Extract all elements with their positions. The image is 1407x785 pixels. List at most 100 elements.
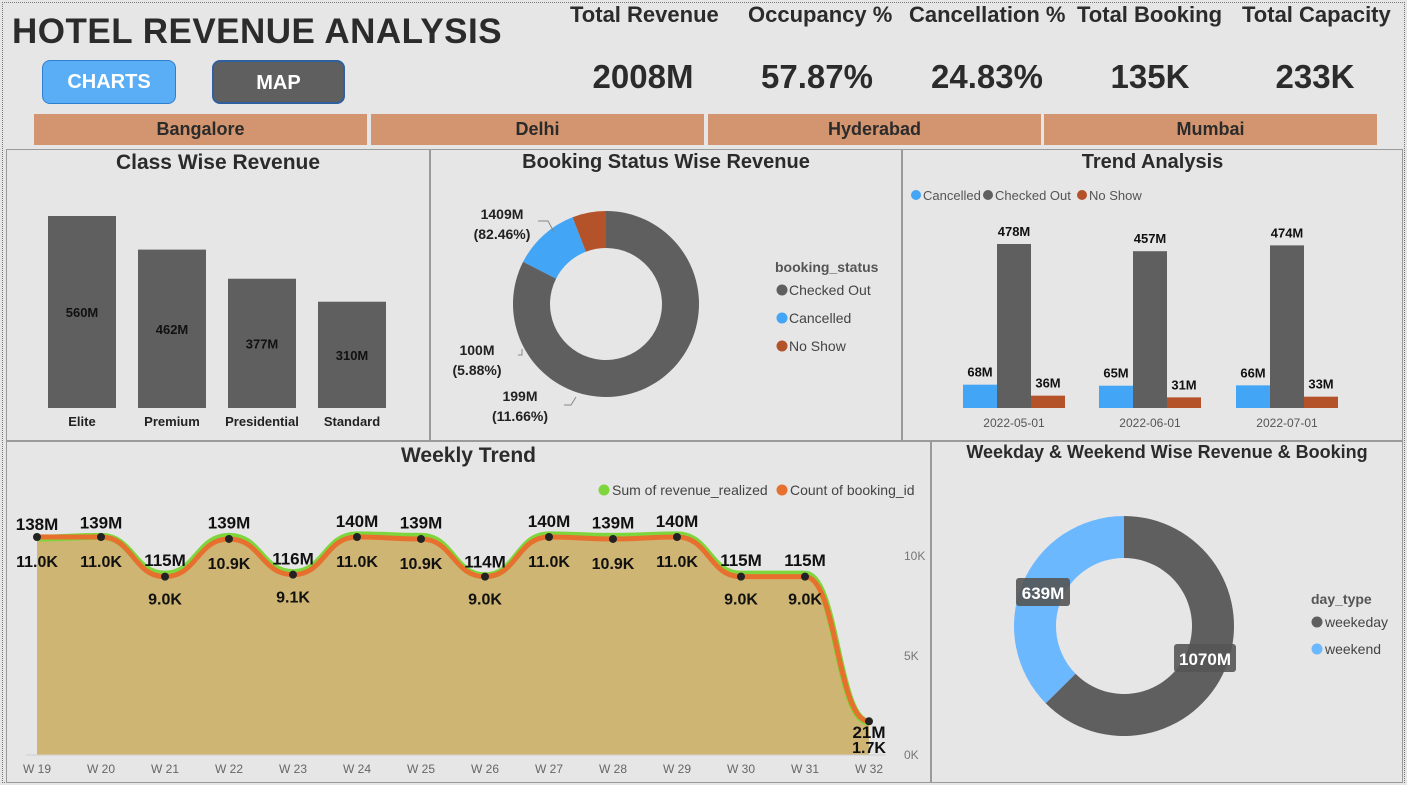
status-slice-label-0: 1409M bbox=[481, 206, 524, 222]
weekly-revenue-label-1: 139M bbox=[80, 513, 123, 532]
booking-status-panel bbox=[430, 149, 902, 441]
class-bar-value-2: 377M bbox=[246, 336, 279, 351]
status-slice-1 bbox=[523, 217, 586, 279]
city-filter-bangalore[interactable]: Bangalore bbox=[34, 114, 367, 145]
trend-bar-label-0-1: 478M bbox=[998, 224, 1031, 239]
kpi-occupancy-label: Occupancy % bbox=[748, 2, 893, 27]
kpi-total-booking-label: Total Booking bbox=[1077, 2, 1223, 27]
class-wise-revenue-title: Class Wise Revenue bbox=[115, 151, 321, 174]
weekly-revenue-label-3: 139M bbox=[208, 513, 251, 532]
city-filter-hyderabad[interactable]: Hyderabad bbox=[708, 114, 1041, 145]
weekly-booking-label-6: 10.9K bbox=[400, 556, 443, 573]
weekly-booking-label-8: 11.0K bbox=[528, 554, 570, 571]
weekly-x-tick-10: W 29 bbox=[663, 762, 691, 776]
status-slice-0 bbox=[513, 211, 699, 397]
weekly-revenue-label-13: 21M bbox=[852, 723, 885, 742]
trend-bar-2-2 bbox=[1304, 396, 1338, 408]
kpi-occupancy-value: 57.87% bbox=[761, 58, 873, 95]
class-bar-value-0: 560M bbox=[66, 305, 99, 320]
kpi-cancellation-value: 24.83% bbox=[931, 58, 1043, 95]
class-wise-revenue-panel bbox=[6, 149, 430, 441]
trend-bar-1-2 bbox=[1167, 397, 1201, 408]
day-slice-label-1: 639M bbox=[1022, 584, 1065, 603]
kpi-total-revenue-value: 2008M bbox=[592, 58, 694, 95]
weekly-y2-tick-1: 5K bbox=[904, 649, 919, 663]
trend-bar-2-0 bbox=[1236, 385, 1270, 408]
trend-legend-dot-0 bbox=[911, 190, 921, 200]
weekly-x-tick-7: W 26 bbox=[471, 762, 499, 776]
booking-status-chart: 1409M (82.46%) 199M (11.66%) 100M (5.88%) book… bbox=[452, 206, 878, 424]
weekly-booking-label-7: 9.0K bbox=[468, 592, 502, 609]
status-legend-label-0: Checked Out bbox=[789, 282, 871, 298]
weekly-trend-panel bbox=[6, 441, 931, 783]
weekly-booking-point-2 bbox=[161, 572, 169, 581]
weekly-x-tick-0: W 19 bbox=[23, 762, 51, 776]
weekday-weekend-title: Weekday & Weekend Wise Revenue & Booking bbox=[966, 442, 1368, 462]
day-slice-label-box-1 bbox=[1016, 578, 1070, 606]
day-legend-label-0: weekeday bbox=[1324, 614, 1388, 630]
weekly-booking-point-10 bbox=[673, 533, 681, 541]
kpi-total-revenue-label: Total Revenue bbox=[570, 2, 719, 27]
weekly-x-tick-8: W 27 bbox=[535, 762, 563, 776]
weekly-booking-label-2: 9.0K bbox=[148, 592, 182, 609]
weekly-booking-label-3: 10.9K bbox=[208, 556, 251, 573]
weekly-legend-dot-0 bbox=[598, 484, 610, 496]
status-leader-cancelled bbox=[564, 396, 577, 406]
weekly-booking-label-5: 11.0K bbox=[336, 554, 378, 571]
weekly-revenue-label-7: 114M bbox=[464, 553, 506, 572]
weekly-booking-label-0: 11.0K bbox=[16, 554, 58, 571]
weekly-x-tick-11: W 30 bbox=[727, 762, 755, 776]
trend-category-0: 2022-05-01 bbox=[983, 416, 1045, 430]
class-bar-2 bbox=[228, 278, 296, 408]
trend-bar-0-1 bbox=[997, 244, 1031, 408]
weekly-booking-point-5 bbox=[353, 533, 361, 541]
kpi-cancellation-label: Cancellation % bbox=[909, 2, 1066, 27]
trend-legend-dot-1 bbox=[983, 190, 993, 200]
city-filter-delhi[interactable]: Delhi bbox=[371, 114, 704, 145]
weekly-revenue-label-8: 140M bbox=[528, 512, 571, 531]
trend-analysis-chart: Cancelled Checked Out No Show 68M 478M 36M 202… bbox=[911, 188, 1338, 430]
weekly-revenue-label-4: 116M bbox=[272, 550, 314, 569]
weekly-revenue-label-9: 139M bbox=[592, 513, 635, 532]
weekly-x-tick-1: W 20 bbox=[87, 762, 115, 776]
status-legend-dot-2 bbox=[776, 340, 788, 352]
page-title: HOTEL REVENUE ANALYSIS bbox=[12, 12, 503, 51]
trend-bar-label-0-2: 36M bbox=[1035, 376, 1060, 391]
weekly-revenue-label-0: 138M bbox=[16, 515, 59, 534]
weekly-legend-label-1: Count of booking_id bbox=[790, 482, 915, 498]
weekly-revenue-label-6: 139M bbox=[400, 513, 443, 532]
kpi-total-booking-value: 135K bbox=[1110, 58, 1190, 95]
trend-bar-label-0-0: 68M bbox=[967, 365, 992, 380]
trend-legend-label-0: Cancelled bbox=[923, 188, 981, 203]
weekly-booking-label-9: 10.9K bbox=[592, 556, 635, 573]
charts-button[interactable]: CHARTS bbox=[42, 60, 176, 104]
city-filter-mumbai[interactable]: Mumbai bbox=[1044, 114, 1377, 145]
trend-bar-2-1 bbox=[1270, 245, 1304, 408]
weekly-trend-chart: 138M 139M 115M 139M 116M 140M 139M 114M 140M 139M… bbox=[16, 482, 926, 776]
trend-bar-label-2-0: 66M bbox=[1240, 365, 1265, 380]
trend-legend-dot-2 bbox=[1077, 190, 1087, 200]
trend-legend-label-2: No Show bbox=[1089, 188, 1142, 203]
map-button[interactable]: MAP bbox=[212, 60, 345, 104]
trend-bar-label-1-2: 31M bbox=[1171, 377, 1196, 392]
class-bar-value-3: 310M bbox=[336, 348, 369, 363]
weekly-x-tick-6: W 25 bbox=[407, 762, 435, 776]
weekly-x-tick-5: W 24 bbox=[343, 762, 371, 776]
weekly-trend-title: Weekly Trend bbox=[400, 444, 536, 467]
status-legend-dot-0 bbox=[776, 284, 788, 296]
weekday-weekend-panel bbox=[931, 441, 1403, 783]
status-legend-label-2: No Show bbox=[789, 338, 847, 354]
status-slice-pct-2: (5.88%) bbox=[452, 362, 501, 378]
weekly-booking-point-13 bbox=[865, 717, 873, 726]
day-slice-label-box-0 bbox=[1174, 644, 1236, 672]
day-slice-1 bbox=[1014, 516, 1124, 704]
trend-bar-0-0 bbox=[963, 384, 997, 408]
status-legend-dot-1 bbox=[776, 312, 788, 324]
trend-bar-0-2 bbox=[1031, 395, 1065, 408]
trend-category-2: 2022-07-01 bbox=[1256, 416, 1318, 430]
weekly-booking-point-12 bbox=[801, 572, 809, 581]
weekly-booking-label-1: 11.0K bbox=[80, 554, 122, 571]
weekly-x-tick-4: W 23 bbox=[279, 762, 307, 776]
weekly-booking-point-6 bbox=[417, 534, 425, 543]
weekly-revenue-label-11: 115M bbox=[720, 551, 762, 570]
